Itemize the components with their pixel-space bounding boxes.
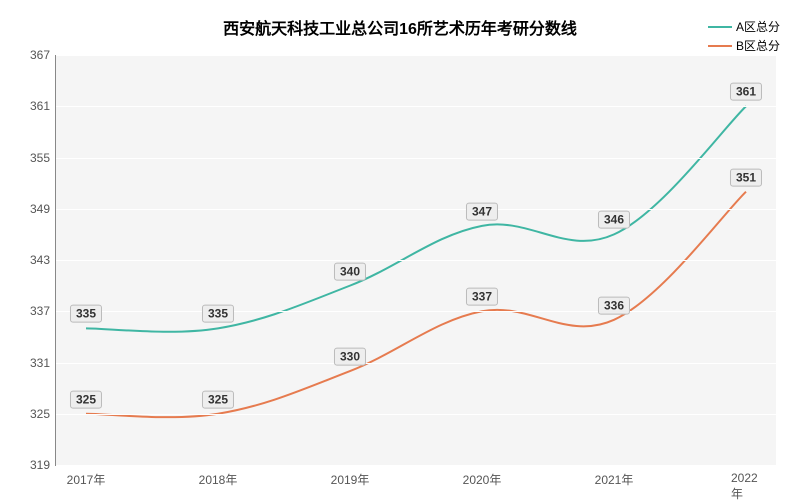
data-label: 325 <box>202 390 234 408</box>
legend-label-a: A区总分 <box>736 18 780 35</box>
legend-swatch-b <box>708 45 732 47</box>
x-tick-label: 2020年 <box>463 465 502 488</box>
y-tick-label: 343 <box>30 253 56 267</box>
gridline <box>56 363 776 364</box>
legend-item-b: B区总分 <box>708 37 780 54</box>
legend-label-b: B区总分 <box>736 37 780 54</box>
data-label: 325 <box>70 390 102 408</box>
y-tick-label: 361 <box>30 99 56 113</box>
y-tick-label: 325 <box>30 407 56 421</box>
legend-swatch-a <box>708 26 732 28</box>
gridline <box>56 465 776 466</box>
gridline <box>56 260 776 261</box>
data-label: 346 <box>598 211 630 229</box>
data-label: 361 <box>730 83 762 101</box>
gridline <box>56 158 776 159</box>
gridline <box>56 311 776 312</box>
data-label: 330 <box>334 348 366 366</box>
x-tick-label: 2021年 <box>595 465 634 488</box>
y-tick-label: 367 <box>30 48 56 62</box>
gridline <box>56 414 776 415</box>
data-label: 336 <box>598 296 630 314</box>
chart-title: 西安航天科技工业总公司16所艺术历年考研分数线 <box>223 15 577 39</box>
x-tick-label: 2022年 <box>731 465 761 502</box>
gridline <box>56 106 776 107</box>
x-tick-label: 2019年 <box>331 465 370 488</box>
chart-container: 西安航天科技工业总公司16所艺术历年考研分数线 A区总分 B区总分 319325… <box>0 0 800 500</box>
data-label: 335 <box>70 305 102 323</box>
data-label: 351 <box>730 168 762 186</box>
gridline <box>56 55 776 56</box>
line-series-b <box>86 192 746 417</box>
legend-item-a: A区总分 <box>708 18 780 35</box>
data-label: 335 <box>202 305 234 323</box>
x-tick-label: 2018年 <box>199 465 238 488</box>
data-label: 347 <box>466 202 498 220</box>
y-tick-label: 319 <box>30 458 56 472</box>
data-label: 340 <box>334 262 366 280</box>
legend: A区总分 B区总分 <box>708 18 780 56</box>
y-tick-label: 355 <box>30 151 56 165</box>
data-label: 337 <box>466 288 498 306</box>
y-tick-label: 337 <box>30 304 56 318</box>
y-tick-label: 331 <box>30 356 56 370</box>
plot-area: 3193253313373433493553613672017年2018年201… <box>55 55 776 466</box>
x-tick-label: 2017年 <box>67 465 106 488</box>
gridline <box>56 209 776 210</box>
y-tick-label: 349 <box>30 202 56 216</box>
